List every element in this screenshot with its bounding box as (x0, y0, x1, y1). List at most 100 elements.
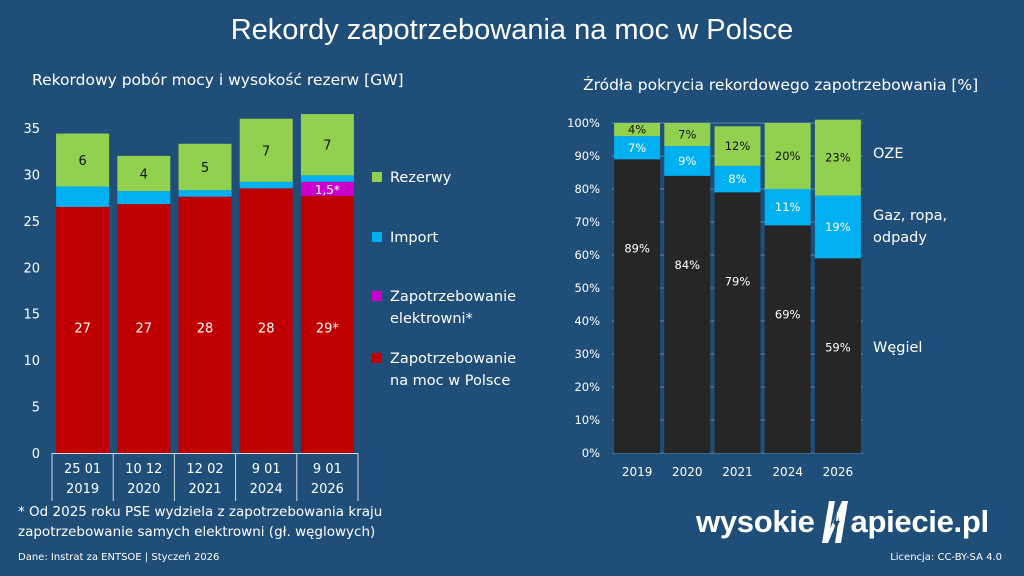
right-chart-subtitle: Źródła pokrycia rekordowego zapotrzebowa… (583, 76, 979, 94)
bar-segment (56, 186, 110, 207)
legend-label: OZE (873, 146, 904, 162)
bar-value-label: 28 (258, 322, 275, 337)
bar-value-label: 7% (628, 141, 646, 155)
bar-value-label: 29* (316, 322, 340, 337)
y-tick-label: 10% (574, 413, 600, 427)
bar-value-label: 23% (825, 151, 851, 165)
legend-label: Zapotrzebowanie (390, 351, 516, 367)
bar-segment (239, 188, 293, 453)
legend-label: elektrowni* (390, 311, 473, 327)
x-tick-label: 9 01 (313, 462, 342, 477)
bar-value-label: 59% (825, 340, 851, 354)
left-chart-subtitle: Rekordowy pobór mocy i wysokość rezerw [… (32, 71, 404, 89)
legend-label: odpady (873, 230, 927, 246)
lightning-n-icon (816, 499, 850, 545)
footnote: * Od 2025 roku PSE wydziela z zapotrzebo… (18, 502, 382, 542)
legend-swatch (372, 172, 382, 182)
bar-value-label: 89% (624, 241, 650, 255)
data-source: Dane: Instrat za ENTSOE | Styczeń 2026 (18, 552, 220, 563)
y-tick-label: 80% (574, 182, 600, 196)
y-tick-label: 20% (574, 380, 600, 394)
x-tick-label: 2024 (250, 482, 283, 497)
bar-segment (239, 181, 293, 189)
footnote-line-2: zapotrzebowanie samych elektrowni (gł. w… (18, 524, 376, 540)
bar-segment (714, 126, 761, 166)
bar-value-label: 7 (323, 139, 331, 154)
legend-swatch (372, 291, 382, 301)
bar-segment (764, 189, 811, 226)
y-tick-label: 30% (574, 347, 600, 361)
bar-segment (117, 155, 171, 192)
bar-value-label: 4% (628, 123, 646, 137)
footnote-line-1: * Od 2025 roku PSE wydziela z zapotrzebo… (18, 504, 383, 520)
legend-swatch (372, 232, 382, 242)
y-tick-label: 60% (574, 248, 600, 262)
bar-segment (300, 195, 354, 454)
bar-segment (614, 136, 661, 160)
x-tick-label: 2026 (823, 465, 854, 479)
legend-label: Import (390, 230, 438, 246)
bar-value-label: 4 (140, 168, 148, 183)
legend-label: Rezerwy (390, 170, 452, 186)
bar-segment (714, 192, 761, 454)
bar-segment (814, 195, 861, 259)
bar-segment (614, 159, 661, 454)
bar-segment (664, 175, 711, 454)
bar-segment (117, 204, 171, 453)
y-tick-label: 40% (574, 314, 600, 328)
bar-segment (764, 123, 811, 189)
y-tick-label: 15 (23, 308, 40, 323)
x-tick-label: 12 02 (186, 462, 223, 477)
y-tick-label: 20 (23, 261, 40, 276)
bar-segment (814, 258, 861, 453)
y-tick-label: 100% (567, 116, 600, 130)
bar-value-label: 7 (262, 144, 270, 159)
bar-segment (117, 191, 171, 205)
y-tick-label: 10 (23, 354, 40, 369)
x-tick-label: 2024 (772, 465, 803, 479)
y-tick-label: 35 (23, 122, 40, 137)
bar-value-label: 20% (775, 149, 801, 163)
bar-value-label: 11% (775, 200, 801, 214)
x-tick-label: 2021 (722, 465, 753, 479)
legend-label: Zapotrzebowanie (390, 289, 516, 305)
bar-segment (664, 123, 711, 147)
bar-value-label: 5 (201, 161, 209, 176)
legend-swatch (372, 353, 382, 363)
y-tick-label: 50% (574, 281, 600, 295)
bar-segment (300, 114, 354, 176)
bar-segment (56, 133, 110, 187)
x-tick-label: 2021 (188, 482, 221, 497)
page-title: Rekordy zapotrzebowania na moc w Polsce (230, 14, 794, 46)
bar-segment (178, 190, 232, 197)
x-tick-label: 2019 (622, 465, 653, 479)
logo-text-left: wysokie (696, 504, 815, 539)
bar-segment (300, 175, 354, 182)
x-tick-label: 2026 (311, 482, 344, 497)
y-tick-label: 70% (574, 215, 600, 229)
x-tick-label: 10 12 (125, 462, 162, 477)
y-tick-label: 5 (32, 401, 40, 416)
bar-segment (714, 165, 761, 193)
bar-value-label: 84% (675, 258, 701, 272)
y-tick-label: 0 (32, 447, 40, 462)
x-tick-label: 2020 (672, 465, 703, 479)
bar-value-label: 8% (728, 172, 746, 186)
bar-value-label: 7% (678, 128, 696, 142)
bar-value-label: 6 (78, 154, 86, 169)
bar-segment (764, 225, 811, 453)
bar-value-label: 27 (74, 322, 91, 337)
y-tick-label: 30 (23, 168, 40, 183)
x-tick-label: 25 01 (64, 462, 101, 477)
y-tick-label: 90% (574, 149, 600, 163)
bar-segment (614, 123, 661, 137)
x-tick-label: 2019 (66, 482, 99, 497)
legend-label: na moc w Polsce (390, 373, 510, 389)
x-tick-label: 9 01 (252, 462, 281, 477)
x-tick-label: 2020 (127, 482, 160, 497)
bar-value-label: 1,5* (315, 183, 340, 197)
y-tick-label: 0% (582, 446, 600, 460)
bar-value-label: 19% (825, 220, 851, 234)
